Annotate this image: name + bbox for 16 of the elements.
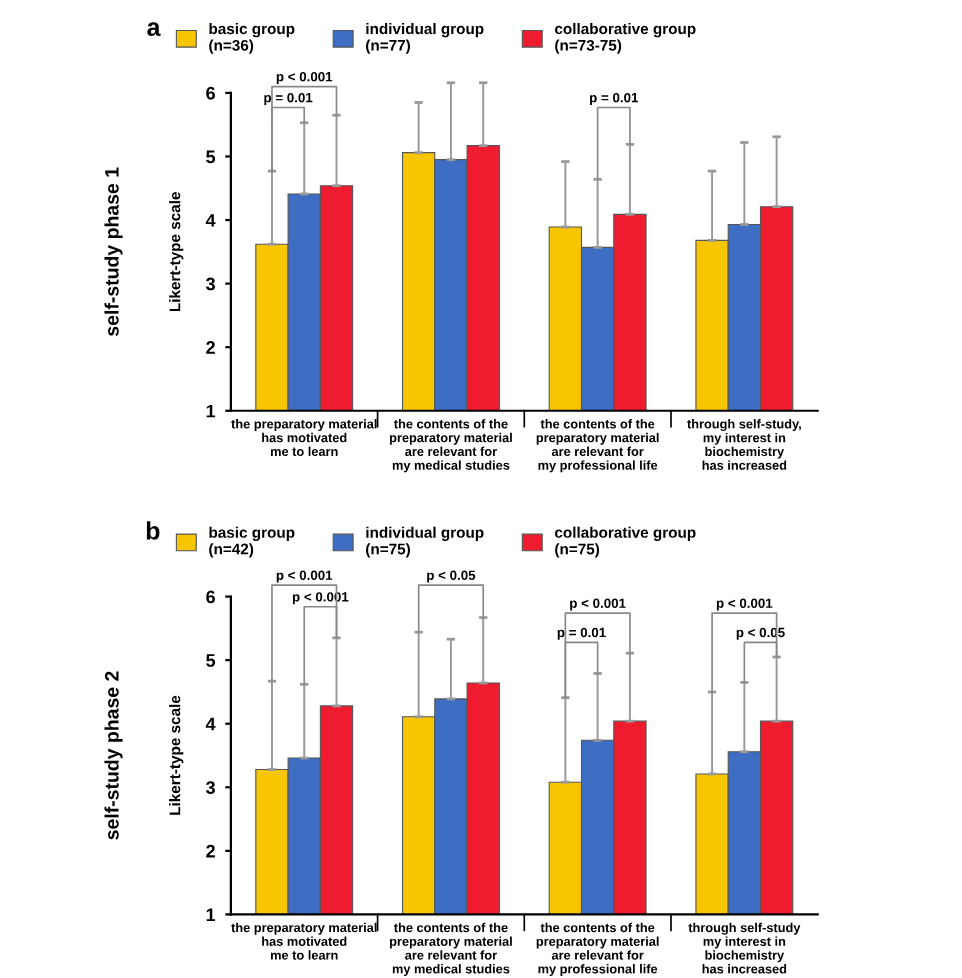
text: self-study phase 2 (104, 671, 123, 840)
y-tick-label: 4 (205, 717, 216, 731)
y-tick-label: 6 (206, 590, 215, 604)
y-tick-label: 3 (205, 781, 215, 795)
y-tick-label: 3 (205, 277, 215, 291)
y-tick-label: 1 (206, 404, 216, 418)
y-tick-label: 5 (206, 150, 216, 164)
chart-title: a (147, 22, 161, 37)
y-tick-label: 4 (205, 214, 216, 227)
y-tick-label: 6 (206, 86, 215, 100)
y-tick-label: 2 (206, 844, 215, 858)
y-tick-label: 5 (206, 654, 216, 667)
chart-title: b (146, 521, 160, 540)
text: self-study phase 1 (104, 167, 123, 336)
y-tick-label: 2 (206, 341, 215, 354)
y-tick-label: 1 (206, 908, 216, 921)
